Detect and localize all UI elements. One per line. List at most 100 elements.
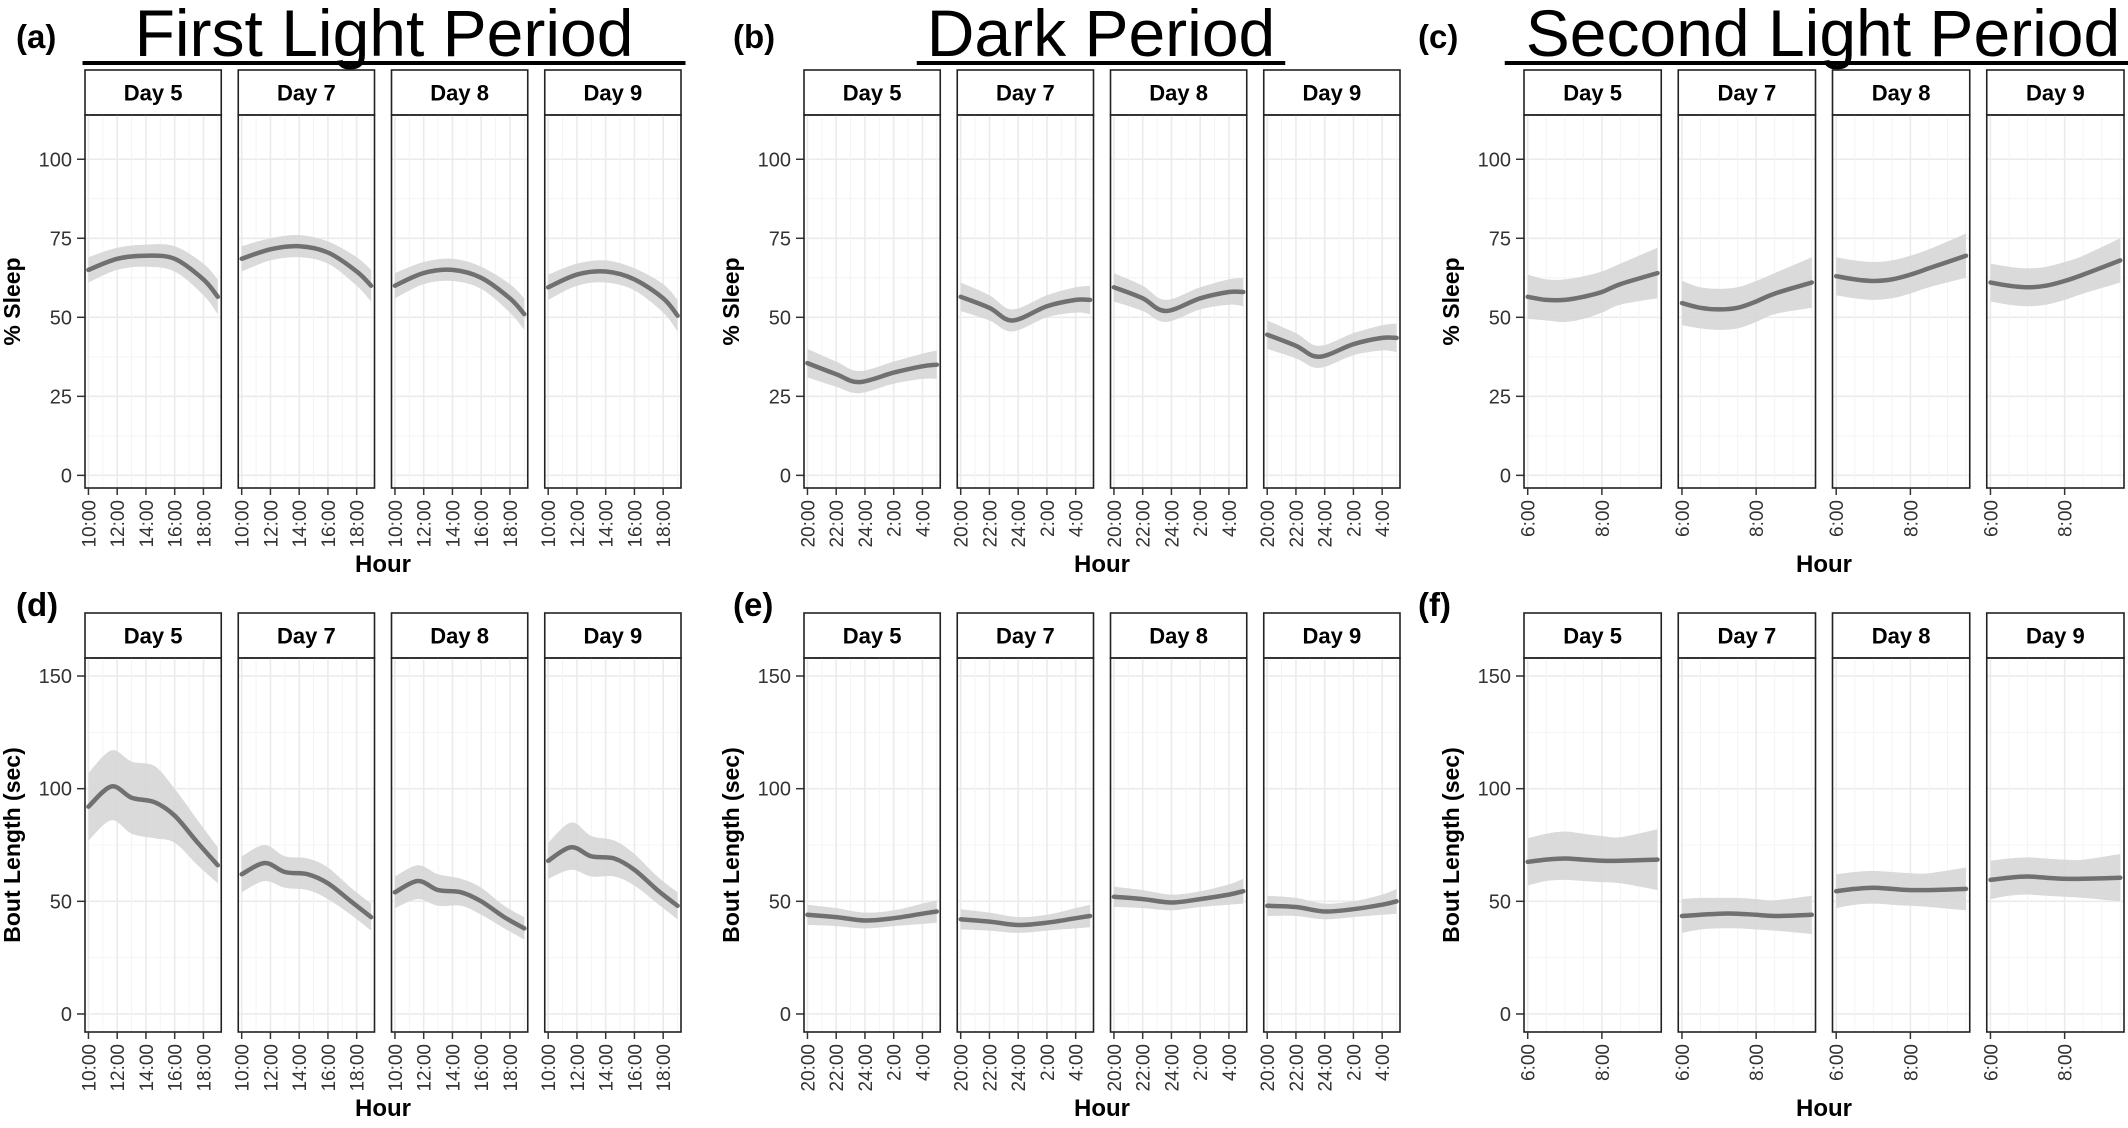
x-tick-label: 4:00 [1220,500,1241,537]
x-tick-label: 4:00 [913,1044,934,1081]
x-tick-label: 12:00 [108,500,129,548]
facet-strip [1109,69,1248,116]
y-tick-label: 75 [50,228,72,250]
x-tick-label: 22:00 [1134,500,1155,548]
confidence-ribbon [807,348,937,394]
x-tick-label: 10:00 [79,500,100,548]
x-tick-label: 20:00 [1105,500,1126,548]
smooth-line-day-8 [1833,885,1969,894]
panel-frame [543,114,682,489]
x-tick-label: 8:00 [2056,1044,2077,1081]
x-tick-label: 8:00 [1593,1044,1614,1081]
facet-panel: Day 7 10:00 12:00 14:00 16:00 18:00 [233,612,376,1092]
x-tick-label: 2:00 [1191,1044,1212,1081]
facet-strip-label: Day 8 [1872,624,1931,649]
x-tick-label: 2:00 [1038,1044,1059,1081]
x-tick-label: 10:00 [539,1044,560,1092]
x-tick-label: 10:00 [539,500,560,548]
x-tick-label: 24:00 [856,1044,877,1092]
panel-label: (e) [733,586,773,623]
x-tick-label: 18:00 [348,500,369,548]
smooth-line-day-5 [1525,270,1660,303]
x-tick-label: 24:00 [1162,1044,1183,1092]
y-tick-label: 50 [1489,891,1511,913]
facet-strip [84,612,223,659]
x-tick-label: 22:00 [1287,1044,1308,1092]
smooth-line-day-5 [1525,856,1660,865]
facet-strip [543,612,682,659]
facet-strip-label: Day 7 [1718,624,1777,649]
smooth-line-day-5 [805,360,940,385]
panel-frame [803,114,942,489]
x-tick-label: 24:00 [1316,1044,1337,1092]
x-tick-label: 20:00 [798,1044,819,1092]
smooth-line-day-8 [1111,888,1246,905]
panel-frame [1109,114,1248,489]
panel-frame [1523,114,1663,489]
x-tick-label: 22:00 [1287,500,1308,548]
confidence-ribbon [241,235,372,302]
x-tick-label: 6:00 [1981,1044,2002,1081]
panel-frame [1262,657,1401,1033]
smooth-line-day-9 [1988,874,2123,883]
panel-frame [84,114,223,489]
smooth-line-day-9 [1264,332,1399,360]
x-tick-label: 24:00 [1009,500,1030,548]
facet-strip [237,612,376,659]
x-tick-label: 10:00 [386,500,407,548]
facet-panel: Day 9 20:00 22:00 24:00 2:00 4:00 [1258,69,1401,548]
x-tick-label: 12:00 [415,1044,436,1092]
confidence-ribbon [548,260,678,332]
y-tick-label: 50 [1489,307,1511,329]
confidence-ribbon [548,822,678,920]
y-tick-label: 0 [1500,465,1511,487]
x-tick-label: 18:00 [501,1044,522,1092]
x-tick-label: 14:00 [443,500,464,548]
chart-group-f: (f) Bout Length (sec) 0 50 100 150 Hour Day 5 6:… [1418,586,2125,1122]
x-tick-label: 16:00 [319,1044,340,1092]
x-tick-label: 8:00 [2056,500,2077,537]
x-tick-label: 20:00 [952,500,973,548]
chart-group-e: (e) Bout Length (sec) 0 50 100 150 Hour Day 5 20… [718,586,1401,1122]
x-tick-label: 12:00 [108,1044,129,1092]
x-axis-label: Hour [1074,1095,1130,1122]
smooth-line-day-8 [392,267,527,317]
smooth-line-day-7 [239,860,374,920]
y-tick-label: 150 [758,666,791,688]
confidence-ribbon [1113,878,1244,911]
facet-strip-label: Day 7 [996,81,1055,106]
x-tick-label: 12:00 [261,1044,282,1092]
facet-strip [1677,612,1817,659]
smooth-line-day-8 [1833,253,1969,284]
facet-panel: Day 8 20:00 22:00 24:00 2:00 4:00 [1105,69,1248,548]
facet-strip-label: Day 9 [2026,81,2085,106]
smooth-line-day-7 [958,294,1093,323]
y-tick-label: 50 [50,307,72,329]
x-tick-label: 22:00 [827,1044,848,1092]
x-tick-label: 2:00 [885,1044,906,1081]
x-axis-label: Hour [355,551,411,578]
x-axis-label: Hour [355,1095,411,1122]
x-tick-label: 2:00 [1191,500,1212,537]
x-tick-label: 18:00 [654,1044,675,1092]
panel-label: (a) [16,18,56,55]
y-tick-label: 100 [758,149,791,171]
y-axis-label: Bout Length (sec) [0,747,25,943]
facet-strip-label: Day 8 [1149,81,1208,106]
facet-strip-label: Day 7 [996,624,1055,649]
y-tick-label: 0 [1500,1004,1511,1026]
x-tick-label: 2:00 [1344,1044,1365,1081]
facet-strip-label: Day 5 [843,624,902,649]
facet-panel: Day 5 20:00 22:00 24:00 2:00 4:00 [798,69,942,548]
chart-group-d: (d) Bout Length (sec) 0 50 100 150 Hour Day 5 10… [0,586,682,1122]
facet-strip-label: Day 7 [277,624,336,649]
facet-strip-label: Day 9 [1303,624,1362,649]
y-tick-label: 150 [39,666,72,688]
smooth-line-day-9 [1988,258,2123,290]
facet-strip [956,612,1095,659]
x-tick-label: 18:00 [654,500,675,548]
smooth-line-day-7 [1679,280,1815,312]
confidence-ribbon [88,750,218,884]
x-tick-label: 16:00 [166,500,187,548]
panel-frame [237,114,376,489]
